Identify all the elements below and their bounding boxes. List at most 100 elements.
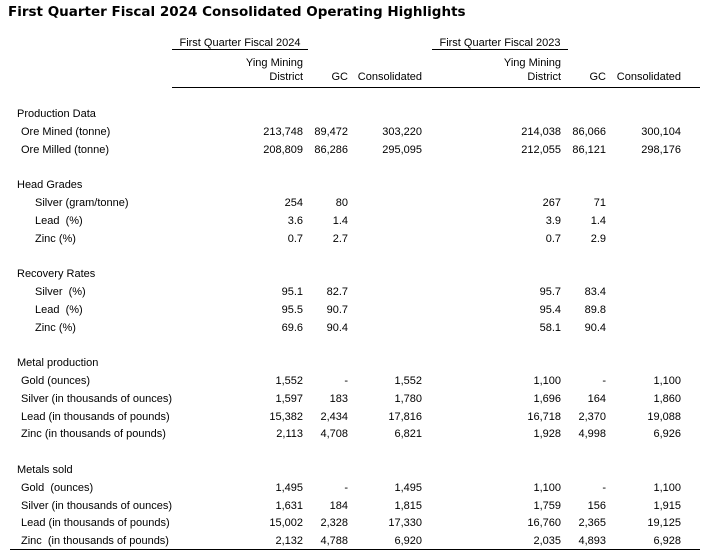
cell-value: 1,780	[394, 392, 422, 405]
row-label: Lead (in thousands of pounds)	[21, 517, 170, 530]
cell-value: 4,788	[320, 535, 348, 548]
row-label: Zinc (in thousands of pounds)	[21, 428, 166, 441]
cell-value: 164	[587, 392, 606, 405]
cell-value: 17,816	[388, 410, 422, 423]
cell-value: 95.5	[281, 303, 303, 316]
cell-value: 1,631	[275, 499, 303, 512]
cell-value: 4,708	[320, 428, 348, 441]
cell-value: 80	[335, 197, 348, 209]
row-label: Lead (%)	[35, 303, 83, 316]
cell-value: -	[344, 481, 348, 494]
cell-value: 82.7	[326, 286, 348, 298]
cell-value: 1,100	[653, 481, 681, 494]
row-label: Gold (ounces)	[21, 481, 94, 494]
cell-value: 1,597	[275, 392, 303, 405]
cell-value: 3.9	[545, 214, 561, 227]
column-header: GC	[589, 71, 607, 83]
cell-value: 90.4	[326, 321, 348, 334]
cell-value: 2,132	[275, 535, 303, 548]
cell-value: 19,125	[647, 517, 681, 530]
row-label: Silver (gram/tonne)	[35, 197, 129, 209]
cell-value: 267	[542, 197, 561, 209]
cell-value: 212,055	[521, 143, 561, 156]
cell-value: 295,095	[382, 143, 422, 156]
cell-value: 1,495	[275, 481, 303, 494]
cell-value: 71	[593, 197, 606, 209]
cell-value: 0.7	[287, 232, 303, 245]
cell-value: 95.4	[539, 303, 561, 316]
cell-value: 0.7	[545, 232, 561, 245]
cell-value: 6,926	[653, 428, 681, 441]
cell-value: 184	[329, 499, 348, 512]
cell-value: 2.7	[332, 232, 348, 245]
cell-value: 89,472	[314, 125, 348, 138]
cell-value: 1,100	[653, 375, 681, 387]
row-label: Lead (%)	[35, 214, 83, 227]
column-header: GC	[331, 71, 349, 83]
cell-value: 300,104	[641, 125, 681, 138]
cell-value: 298,176	[641, 143, 681, 156]
cell-value: 2,365	[578, 517, 606, 530]
cell-value: 1,552	[275, 375, 303, 387]
group-rule	[172, 49, 308, 50]
group-header: First Quarter Fiscal 2024	[179, 37, 301, 49]
cell-value: 213,748	[263, 125, 303, 138]
cell-value: 208,809	[263, 143, 303, 156]
cell-value: 303,220	[382, 125, 422, 138]
cell-value: 1.4	[590, 214, 606, 227]
cell-value: 19,088	[647, 410, 681, 423]
cell-value: 95.7	[539, 286, 561, 298]
cell-value: 4,893	[578, 535, 606, 548]
column-header: Consolidated	[357, 71, 422, 83]
cell-value: 1,495	[394, 481, 422, 494]
cell-value: 156	[587, 499, 606, 512]
cell-value: -	[602, 375, 606, 387]
title: First Quarter Fiscal 2024 Consolidated O…	[8, 4, 466, 20]
cell-value: -	[344, 375, 348, 387]
section-title: Metals sold	[17, 464, 73, 476]
bottom-rule	[10, 549, 700, 550]
group-rule	[432, 49, 568, 50]
cell-value: 89.8	[584, 303, 606, 316]
header-rule	[172, 87, 700, 88]
cell-value: 90.7	[326, 303, 348, 316]
cell-value: 90.4	[584, 321, 606, 334]
cell-value: 1,100	[533, 375, 561, 387]
cell-value: 6,920	[394, 535, 422, 548]
cell-value: 1,552	[394, 375, 422, 387]
cell-value: 6,928	[653, 535, 681, 548]
cell-value: 15,002	[269, 517, 303, 530]
cell-value: 86,286	[314, 143, 348, 156]
cell-value: 6,821	[394, 428, 422, 441]
group-header: First Quarter Fiscal 2023	[439, 37, 561, 49]
cell-value: 95.1	[281, 286, 303, 298]
cell-value: 2,035	[533, 535, 561, 548]
cell-value: 15,382	[269, 410, 303, 423]
cell-value: 254	[284, 197, 303, 209]
section-title: Metal production	[17, 357, 99, 370]
cell-value: 16,760	[527, 517, 561, 530]
cell-value: 1.4	[332, 214, 348, 227]
cell-value: 1,928	[533, 428, 561, 441]
column-header: Ying Mining District	[245, 57, 303, 83]
row-label: Zinc (%)	[35, 232, 76, 245]
row-label: Gold (ounces)	[21, 375, 91, 387]
cell-value: 1,696	[533, 392, 561, 405]
row-label: Ore Mined (tonne)	[21, 125, 111, 138]
section-title: Recovery Rates	[17, 268, 96, 281]
cell-value: 2,434	[320, 410, 348, 423]
cell-value: 1,815	[394, 499, 422, 512]
cell-value: 69.6	[281, 321, 303, 334]
row-label: Zinc (%)	[35, 321, 76, 334]
cell-value: 1,915	[653, 499, 681, 512]
cell-value: 83.4	[584, 286, 606, 298]
cell-value: 1,759	[533, 499, 561, 512]
cell-value: 2.9	[590, 232, 606, 245]
row-label: Lead (in thousands of pounds)	[21, 410, 170, 423]
cell-value: 1,860	[653, 392, 681, 405]
cell-value: 2,328	[320, 517, 348, 530]
cell-value: 3.6	[287, 214, 303, 227]
cell-value: -	[602, 481, 606, 494]
column-header: Consolidated	[616, 71, 681, 83]
